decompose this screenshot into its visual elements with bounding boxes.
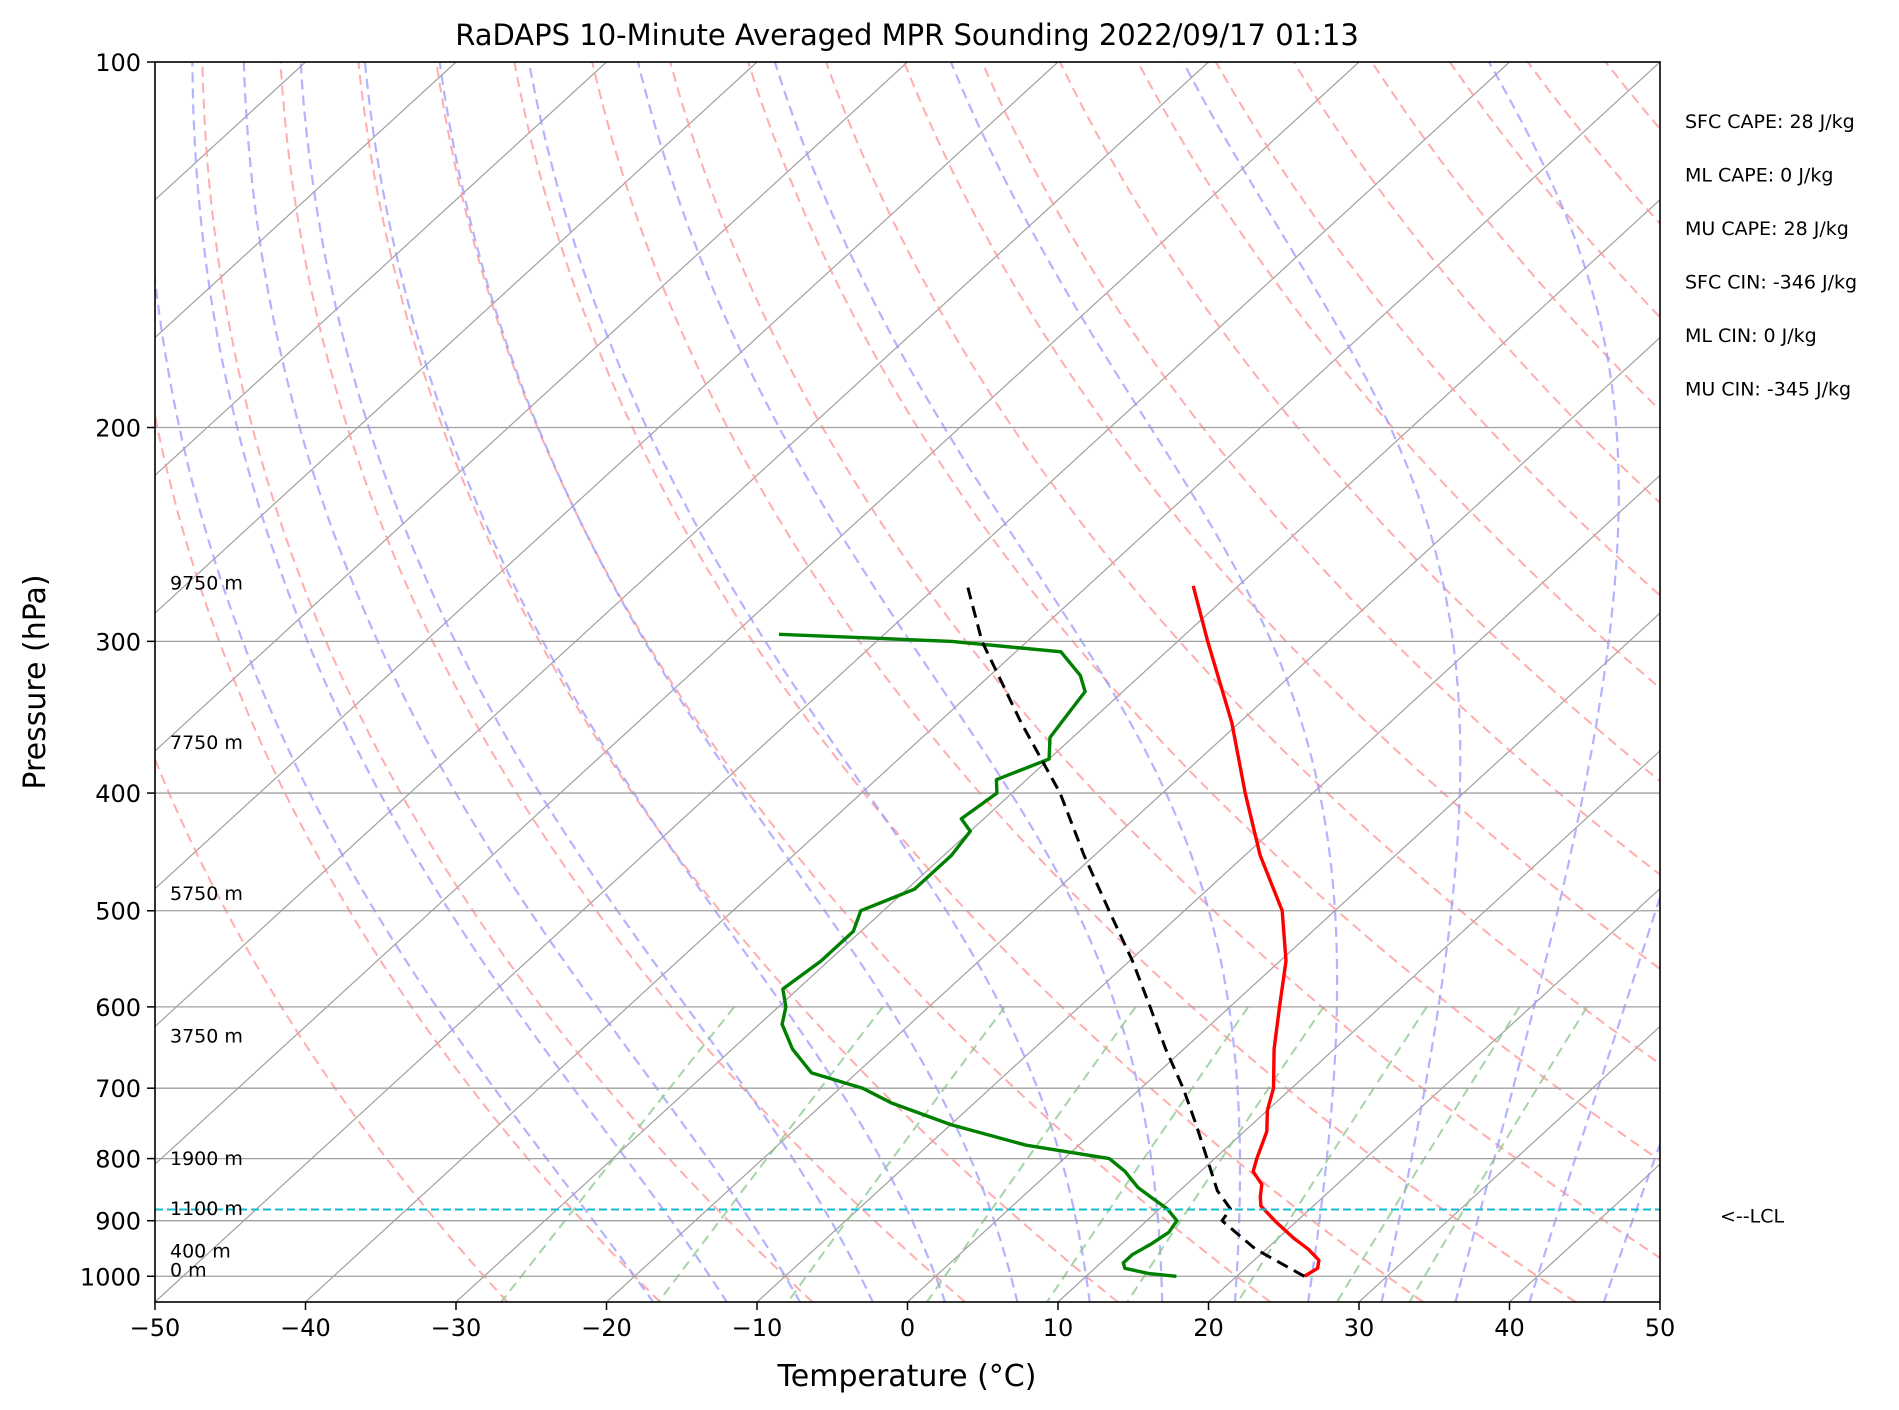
y-tick-label: 600 <box>95 994 141 1022</box>
chart-title: RaDAPS 10-Minute Averaged MPR Sounding 2… <box>455 18 1359 52</box>
x-tick-label: −30 <box>431 1314 482 1342</box>
height-label: 1100 m <box>170 1198 243 1220</box>
y-axis-label: Pressure (hPa) <box>18 574 53 789</box>
stability-annotation: ML CIN: 0 J/kg <box>1685 325 1817 347</box>
y-tick-label: 1000 <box>80 1263 141 1291</box>
height-label: 7750 m <box>170 732 243 754</box>
y-tick-label: 700 <box>95 1075 141 1103</box>
height-label: 3750 m <box>170 1026 243 1048</box>
lcl-label: <--LCL <box>1720 1205 1784 1227</box>
height-label: 5750 m <box>170 883 243 905</box>
y-tick-label: 400 <box>95 780 141 808</box>
y-tick-label: 800 <box>95 1146 141 1174</box>
y-tick-label: 900 <box>95 1208 141 1236</box>
x-tick-label: −50 <box>130 1314 181 1342</box>
height-label: 1900 m <box>170 1148 243 1170</box>
height-label: 0 m <box>170 1259 207 1281</box>
x-tick-label: −20 <box>581 1314 632 1342</box>
x-tick-label: 0 <box>900 1314 915 1342</box>
x-tick-label: 40 <box>1494 1314 1525 1342</box>
stability-annotation: MU CAPE: 28 J/kg <box>1685 218 1849 240</box>
height-label: 9750 m <box>170 573 243 595</box>
y-tick-label: 200 <box>95 415 141 443</box>
x-tick-label: 20 <box>1193 1314 1224 1342</box>
x-tick-label: −10 <box>732 1314 783 1342</box>
x-tick-label: 50 <box>1645 1314 1676 1342</box>
y-tick-label: 100 <box>95 49 141 77</box>
x-tick-label: −40 <box>280 1314 331 1342</box>
x-axis-label: Temperature (°C) <box>777 1359 1037 1394</box>
stability-annotation: MU CIN: -345 J/kg <box>1685 379 1851 401</box>
x-tick-label: 10 <box>1043 1314 1074 1342</box>
stability-annotation: SFC CAPE: 28 J/kg <box>1685 111 1855 133</box>
x-tick-label: 30 <box>1344 1314 1375 1342</box>
stability-annotation: SFC CIN: -346 J/kg <box>1685 272 1857 294</box>
y-tick-label: 500 <box>95 898 141 926</box>
y-tick-label: 300 <box>95 628 141 656</box>
stability-annotation: ML CAPE: 0 J/kg <box>1685 165 1833 187</box>
